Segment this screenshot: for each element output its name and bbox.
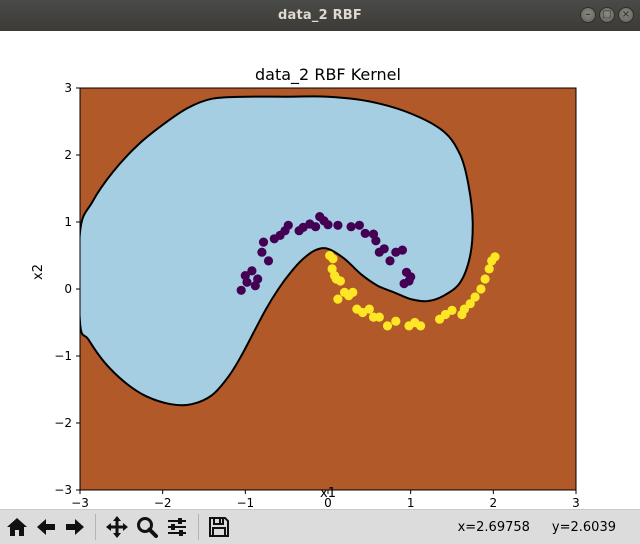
data-point-class-1 (374, 312, 384, 322)
data-point-class-0 (354, 220, 364, 230)
chart-title: data_2 RBF Kernel (255, 65, 401, 85)
y-tick-label: 2 (64, 148, 72, 162)
data-point-class-1 (391, 316, 401, 326)
data-point-class-0 (236, 285, 246, 295)
x-tick-label: −2 (154, 496, 172, 509)
x-tick-label: 0 (324, 496, 332, 509)
data-point-class-1 (328, 254, 338, 264)
back-icon (37, 519, 55, 535)
data-point-class-1 (465, 299, 475, 309)
data-point-class-0 (379, 244, 389, 254)
data-point-class-1 (333, 294, 343, 304)
window-controls: – □ × (580, 7, 634, 23)
y-tick-label: 0 (64, 282, 72, 296)
data-point-class-1 (416, 321, 426, 331)
decision-boundary (80, 95, 474, 407)
subplots-button[interactable] (164, 514, 190, 540)
maximize-icon: □ (602, 9, 612, 20)
x-tick-label: −1 (236, 496, 254, 509)
forward-icon (66, 519, 84, 535)
data-point-class-0 (333, 220, 343, 230)
toolbar-separator (198, 514, 199, 540)
window-title: data_2 RBF (278, 8, 362, 23)
data-point-class-1 (459, 304, 469, 314)
coord-x: x=2.69758 (457, 520, 530, 535)
forward-button[interactable] (62, 514, 88, 540)
data-point-class-0 (346, 222, 356, 232)
x-axis-label: x1 (320, 486, 336, 501)
data-point-class-0 (385, 256, 395, 266)
x-tick-label: 3 (572, 496, 580, 509)
y-axis-label: x2 (31, 264, 46, 280)
back-button[interactable] (33, 514, 59, 540)
data-point-class-1 (440, 309, 450, 320)
data-point-class-1 (335, 276, 345, 286)
chart-svg: data_2 RBF Kernel −3 −2 −1 0 1 2 3 3 2 1 0 −1 −2 −3 x… (31, 65, 580, 509)
data-point-class-1 (382, 321, 393, 331)
y-tick-label: −1 (54, 349, 72, 363)
y-tick-label: −3 (54, 483, 72, 497)
window-titlebar: data_2 RBF – □ × (0, 0, 640, 31)
data-point-class-1 (470, 292, 480, 302)
close-button[interactable]: × (618, 7, 634, 23)
data-point-class-0 (283, 220, 293, 230)
cursor-coordinates: x=2.69758 y=2.6039 (458, 520, 616, 535)
data-point-class-1 (476, 284, 486, 294)
subplots-icon (168, 518, 186, 536)
data-point-class-0 (247, 266, 257, 276)
axis-ticks: −3 −2 −1 0 1 2 3 3 2 1 0 −1 −2 −3 (54, 81, 580, 509)
y-tick-label: 3 (64, 81, 72, 95)
close-icon: × (621, 9, 631, 20)
coord-y: y=2.6039 (551, 520, 616, 535)
y-tick-label: 1 (64, 215, 72, 229)
y-tick-label: −2 (54, 416, 72, 430)
x-tick-label: 1 (407, 496, 415, 509)
figure-canvas[interactable]: data_2 RBF Kernel −3 −2 −1 0 1 2 3 3 2 1 0 −1 −2 −3 x… (0, 31, 640, 509)
home-button[interactable] (4, 514, 30, 540)
decision-region (80, 95, 474, 407)
data-point-class-0 (263, 256, 274, 266)
data-point-class-1 (364, 304, 374, 314)
data-point-class-0 (258, 237, 269, 247)
x-tick-label: −3 (71, 496, 89, 509)
data-point-class-0 (397, 245, 407, 255)
minimize-icon: – (585, 9, 591, 20)
save-button[interactable] (206, 514, 232, 540)
maximize-button[interactable]: □ (599, 7, 615, 23)
data-point-class-0 (360, 228, 370, 238)
zoom-icon (137, 517, 158, 538)
pan-icon (106, 516, 128, 538)
navigation-toolbar: x=2.69758 y=2.6039 (0, 509, 640, 544)
x-tick-label: 2 (490, 496, 498, 509)
home-icon (7, 518, 27, 536)
data-point-class-1 (490, 252, 500, 262)
save-icon (209, 517, 229, 537)
data-point-class-0 (323, 220, 333, 230)
data-point-class-1 (480, 274, 490, 284)
data-point-class-0 (253, 274, 263, 284)
data-point-class-0 (311, 222, 321, 232)
minimize-button[interactable]: – (580, 7, 596, 23)
pan-button[interactable] (104, 514, 130, 540)
toolbar-separator (95, 514, 96, 540)
data-point-class-0 (371, 236, 381, 246)
zoom-button[interactable] (134, 514, 160, 540)
data-point-class-0 (257, 247, 267, 257)
data-point-class-1 (484, 264, 494, 274)
data-point-class-1 (348, 287, 358, 297)
data-point-class-1 (447, 305, 457, 315)
data-points (236, 212, 500, 331)
data-point-class-0 (406, 272, 416, 282)
data-point-class-0 (242, 277, 252, 287)
